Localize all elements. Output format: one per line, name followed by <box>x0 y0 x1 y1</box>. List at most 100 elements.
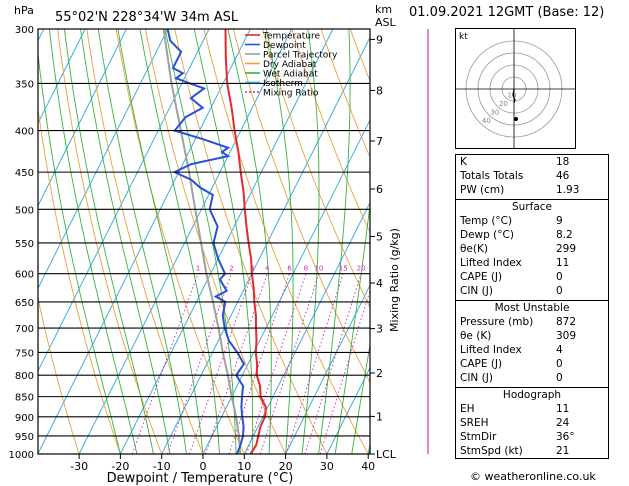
legend-label: Mixing Ratio <box>263 89 319 99</box>
isotherm-line <box>202 118 370 454</box>
dry-adiabat-line <box>291 29 370 234</box>
mixing-ratio-label: 2 <box>229 265 233 273</box>
altitude-tick-label: 9 <box>376 33 383 46</box>
wet-adiabat-line <box>80 29 171 454</box>
hodo-row: SREH 24 <box>460 417 570 429</box>
mixing-ratio-label: 8 <box>304 265 308 273</box>
surface-row: Dewp (°C) 8.2 <box>460 229 573 241</box>
index-k-row: K 18 <box>460 156 570 168</box>
mixing-ratio-line <box>285 273 344 454</box>
mixing-ratio-label: 1 <box>196 265 200 273</box>
surface-row: Lifted Index 11 <box>460 257 570 269</box>
mu-row: Pressure (mb) 872 <box>460 316 577 328</box>
hodograph-section: Hodograph EH 11 SREH 24 StmDir 36° StmSpd (… <box>456 387 608 458</box>
mixing-ratio-line <box>131 273 199 454</box>
pressure-tick-label: 750 <box>15 348 34 359</box>
pressure-tick-label: 650 <box>15 298 34 309</box>
y-axis-label: Mixing Ratio (g/kg) <box>388 228 401 332</box>
hpa-label: hPa <box>14 4 34 17</box>
hodo-row: EH 11 <box>460 403 570 415</box>
pressure-tick-label: 900 <box>15 413 34 424</box>
mu-row: Lifted Index 4 <box>460 344 563 356</box>
wet-adiabat-line <box>193 29 254 454</box>
pressure-tick-label: 500 <box>15 205 34 216</box>
pressure-tick-label: 350 <box>15 79 34 90</box>
legend-label: Dewpoint <box>263 41 306 51</box>
wet-adiabat-line <box>48 29 138 454</box>
km-label: km <box>375 3 392 16</box>
index-totals-row: Totals Totals 46 <box>460 170 570 182</box>
isotherm-line <box>161 36 370 454</box>
hodo-row: StmSpd (kt) 21 <box>460 445 570 457</box>
altitude-tick-label: 7 <box>376 135 383 148</box>
datetime-label: 01.09.2021 12GMT (Base: 12) <box>409 5 605 20</box>
surface-row: CIN (J) 0 <box>460 285 563 297</box>
legend-label: Isotherm <box>263 79 303 89</box>
most-unstable-section: Most Unstable Pressure (mb) 872 θe (K) 309… <box>456 300 608 385</box>
altitude-tick-label: 2 <box>376 367 383 380</box>
mixing-ratio-line <box>304 273 362 454</box>
hodograph-ring-label: 10 <box>507 92 516 100</box>
pressure-tick-label: 700 <box>15 324 34 335</box>
hodograph-ring-label: 30 <box>490 109 499 117</box>
dry-adiabat-line <box>320 29 370 159</box>
isotherm-line <box>0 29 3 454</box>
footer-credit: © weatheronline.co.uk <box>470 470 596 483</box>
isotherm-line <box>326 366 370 454</box>
mu-row: CAPE (J) 0 <box>460 358 563 370</box>
hodograph: kt 10 20 30 40 <box>455 28 576 149</box>
wet-adiabat-line <box>318 29 351 454</box>
dry-adiabat-line <box>38 296 80 454</box>
x-tick-label: -20 <box>111 460 129 473</box>
dry-adiabat-line <box>614 29 629 454</box>
altitude-tick-label: 4 <box>376 277 383 290</box>
surface-row: Temp (°C) 9 <box>460 215 563 227</box>
isotherm-line <box>38 29 251 454</box>
pressure-tick-label: 1000 <box>9 450 34 461</box>
pressure-tick-label: 550 <box>15 239 34 250</box>
legend-label: Temperature <box>262 32 320 42</box>
mu-row: θe (K) 309 <box>460 330 577 342</box>
hodograph-ring-label: 40 <box>482 117 491 125</box>
pressure-tick-label: 800 <box>15 371 34 382</box>
mixing-ratio-label: 25 <box>371 265 380 273</box>
asl-label: ASL <box>375 16 397 29</box>
isotherm-line <box>38 29 127 207</box>
mixing-ratio-label: 4 <box>265 265 270 273</box>
surface-title: Surface <box>511 201 552 213</box>
wet-adiabat-line <box>38 50 121 454</box>
pressure-tick-label: 850 <box>15 393 34 404</box>
mixing-ratio-label: 20 <box>357 265 366 273</box>
pressure-tick-label: 300 <box>15 25 34 36</box>
x-tick-label: 40 <box>361 460 375 473</box>
x-tick-label: 20 <box>279 460 293 473</box>
indices-panel: K 18 Totals Totals 46 PW (cm) 1.93 Surface … <box>455 154 609 459</box>
altitude-tick-label: LCL <box>376 448 397 461</box>
plot-frame <box>37 28 371 455</box>
altitude-tick-label: 3 <box>376 323 383 336</box>
x-tick-label: 0 <box>200 460 207 473</box>
x-tick-label: -30 <box>70 460 88 473</box>
mu-row: CIN (J) 0 <box>460 372 563 384</box>
pressure-tick-label: 450 <box>15 168 34 179</box>
altitude-tick-label: 6 <box>376 183 383 196</box>
isotherm-line <box>38 29 86 125</box>
isotherm-line <box>243 201 370 454</box>
mixing-ratio-line <box>319 289 370 454</box>
most-unstable-title: Most Unstable <box>494 302 570 314</box>
x-tick-label: 10 <box>237 460 251 473</box>
mixing-ratio-label: 15 <box>339 265 348 273</box>
altitude-tick-label: 5 <box>376 230 383 243</box>
index-pw-row: PW (cm) 1.93 <box>460 184 580 196</box>
altitude-tick-label: 1 <box>376 410 383 423</box>
legend-label: Dry Adiabat <box>263 60 317 70</box>
mixing-ratio-label: 10 <box>314 265 323 273</box>
dewpoint-profile <box>166 29 246 454</box>
mixing-ratio-label: 6 <box>287 265 292 273</box>
storm-motion-marker <box>514 117 518 121</box>
mixing-ratio-line <box>245 273 307 454</box>
hodograph-unit-label: kt <box>459 32 468 42</box>
pressure-tick-label: 600 <box>15 270 34 281</box>
surface-row: θe(K) 299 <box>460 243 577 255</box>
legend-label: Wet Adiabat <box>263 70 318 80</box>
